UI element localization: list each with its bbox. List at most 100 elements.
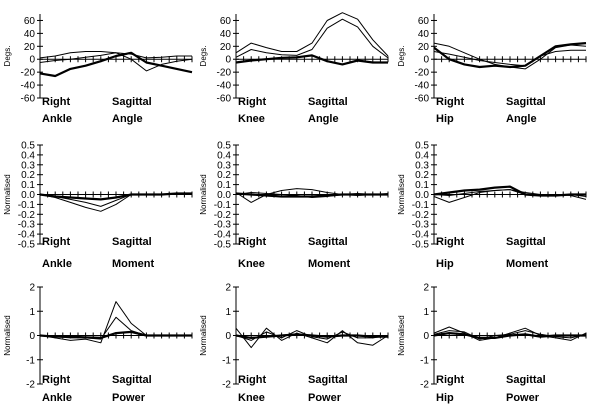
- y-axis-label: Normalised: [199, 174, 208, 214]
- y-tick-label: -0.5: [214, 240, 232, 251]
- caption-joint: Ankle: [42, 392, 72, 404]
- y-tick-label: 0.0: [217, 190, 231, 201]
- caption-measure: Angle: [112, 113, 143, 125]
- y-tick-label: 20: [24, 42, 36, 53]
- y-tick-label: 0: [29, 331, 35, 342]
- series-line-0: [235, 54, 388, 66]
- caption-measure: Angle: [506, 113, 537, 125]
- y-axis-label: Degs.: [397, 46, 406, 67]
- chart-panel-8: 2 1 0 -1 -2 Normalised Right Sagittal Hip Power: [397, 283, 587, 404]
- caption-side: Right: [42, 96, 70, 108]
- y-tick-label: -0.4: [214, 230, 232, 241]
- chart-panel-2: 60 40 20 0 -20 -40 -60 Degs. Right Sagittal Hip Ang…: [397, 14, 587, 125]
- caption-joint: Ankle: [42, 258, 72, 270]
- caption-side: Right: [238, 236, 266, 248]
- y-tick-label: 40: [418, 29, 430, 40]
- y-tick-label: 0.2: [415, 170, 429, 181]
- caption-joint: Knee: [238, 392, 265, 404]
- caption-plane: Sagittal: [112, 96, 152, 108]
- y-tick-label: 40: [220, 29, 232, 40]
- y-tick-label: 0.0: [21, 190, 35, 201]
- caption-measure: Power: [112, 392, 146, 404]
- y-tick-label: -0.5: [412, 240, 430, 251]
- caption-measure: Power: [506, 392, 540, 404]
- y-tick-label: -60: [415, 94, 430, 105]
- y-tick-label: 0.3: [217, 160, 231, 171]
- y-tick-label: -1: [26, 355, 35, 366]
- y-tick-label: -40: [415, 81, 430, 92]
- y-tick-label: 0.5: [415, 141, 429, 152]
- series-line-2: [433, 330, 587, 340]
- series-line-2: [433, 189, 587, 200]
- caption-joint: Knee: [238, 258, 265, 270]
- y-tick-label: -0.2: [214, 210, 232, 221]
- caption-measure: Moment: [112, 258, 155, 270]
- series-line-0: [235, 333, 388, 339]
- caption-joint: Hip: [436, 392, 454, 404]
- y-tick-label: 40: [24, 29, 36, 40]
- y-tick-label: -40: [21, 81, 36, 92]
- series-line-2: [235, 192, 388, 198]
- y-tick-label: -0.4: [18, 230, 36, 241]
- caption-plane: Sagittal: [112, 236, 152, 248]
- y-axis-label: Degs.: [199, 46, 208, 67]
- y-tick-label: 1: [29, 307, 35, 318]
- caption-measure: Moment: [308, 258, 351, 270]
- y-tick-label: -0.2: [412, 210, 430, 221]
- series-line-2: [39, 316, 192, 340]
- series-line-2: [235, 18, 389, 59]
- y-tick-label: -20: [21, 68, 36, 79]
- y-tick-label: 1: [225, 307, 231, 318]
- y-tick-label: -0.3: [18, 220, 36, 231]
- series-line-0: [433, 332, 586, 339]
- caption-plane: Sagittal: [506, 374, 546, 386]
- y-tick-label: 0.4: [21, 150, 35, 161]
- chart-panel-0: 60 40 20 0 -20 -40 -60 Degs. Right Sagittal Ankle A…: [3, 14, 193, 125]
- series-line-0: [235, 192, 388, 198]
- caption-side: Right: [42, 374, 70, 386]
- chart-panel-7: 2 1 0 -1 -2 Normalised Right Sagittal Knee Power: [199, 283, 389, 404]
- caption-plane: Sagittal: [112, 374, 152, 386]
- series-line-2: [235, 330, 389, 341]
- y-axis-label: Normalised: [397, 315, 406, 355]
- y-tick-label: 0.4: [415, 150, 429, 161]
- caption-plane: Sagittal: [308, 374, 348, 386]
- y-axis-label: Normalised: [3, 315, 12, 355]
- y-axis-label: Degs.: [3, 46, 12, 67]
- y-tick-label: 0.5: [217, 141, 231, 152]
- caption-joint: Ankle: [42, 113, 72, 125]
- y-tick-label: 60: [418, 16, 430, 27]
- caption-plane: Sagittal: [506, 236, 546, 248]
- y-tick-label: -60: [21, 94, 36, 105]
- chart-panel-4: 0.50.40.30.20.10.0-0.1-0.2-0.3-0.4-0.5 No…: [199, 141, 389, 270]
- y-tick-label: 1: [423, 307, 429, 318]
- y-tick-label: 0.4: [217, 150, 231, 161]
- caption-plane: Sagittal: [308, 96, 348, 108]
- series-line-1: [433, 42, 587, 70]
- y-tick-label: -0.1: [214, 200, 232, 211]
- y-tick-label: -0.2: [18, 210, 36, 221]
- y-tick-label: 0.0: [415, 190, 429, 201]
- y-axis-label: Normalised: [3, 174, 12, 214]
- y-tick-label: -20: [217, 68, 232, 79]
- caption-side: Right: [42, 236, 70, 248]
- y-tick-label: -0.4: [412, 230, 430, 241]
- y-tick-label: -1: [222, 355, 231, 366]
- series-line-2: [39, 194, 192, 207]
- y-tick-label: -20: [415, 68, 430, 79]
- y-tick-label: -0.1: [18, 200, 36, 211]
- y-axis-label: Normalised: [397, 174, 406, 214]
- chart-panel-5: 0.50.40.30.20.10.0-0.1-0.2-0.3-0.4-0.5 No…: [397, 141, 587, 270]
- series-line-0: [39, 51, 193, 78]
- caption-joint: Hip: [436, 113, 454, 125]
- caption-side: Right: [238, 374, 266, 386]
- caption-side: Right: [436, 374, 464, 386]
- y-tick-label: -1: [420, 355, 429, 366]
- caption-side: Right: [436, 236, 464, 248]
- y-tick-label: 2: [225, 283, 231, 294]
- chart-panel-1: 60 40 20 0 -20 -40 -60 Degs. Right Sagittal Knee An…: [199, 12, 389, 125]
- y-tick-label: 2: [29, 283, 35, 294]
- y-tick-label: 0.3: [415, 160, 429, 171]
- y-tick-label: -0.3: [214, 220, 232, 231]
